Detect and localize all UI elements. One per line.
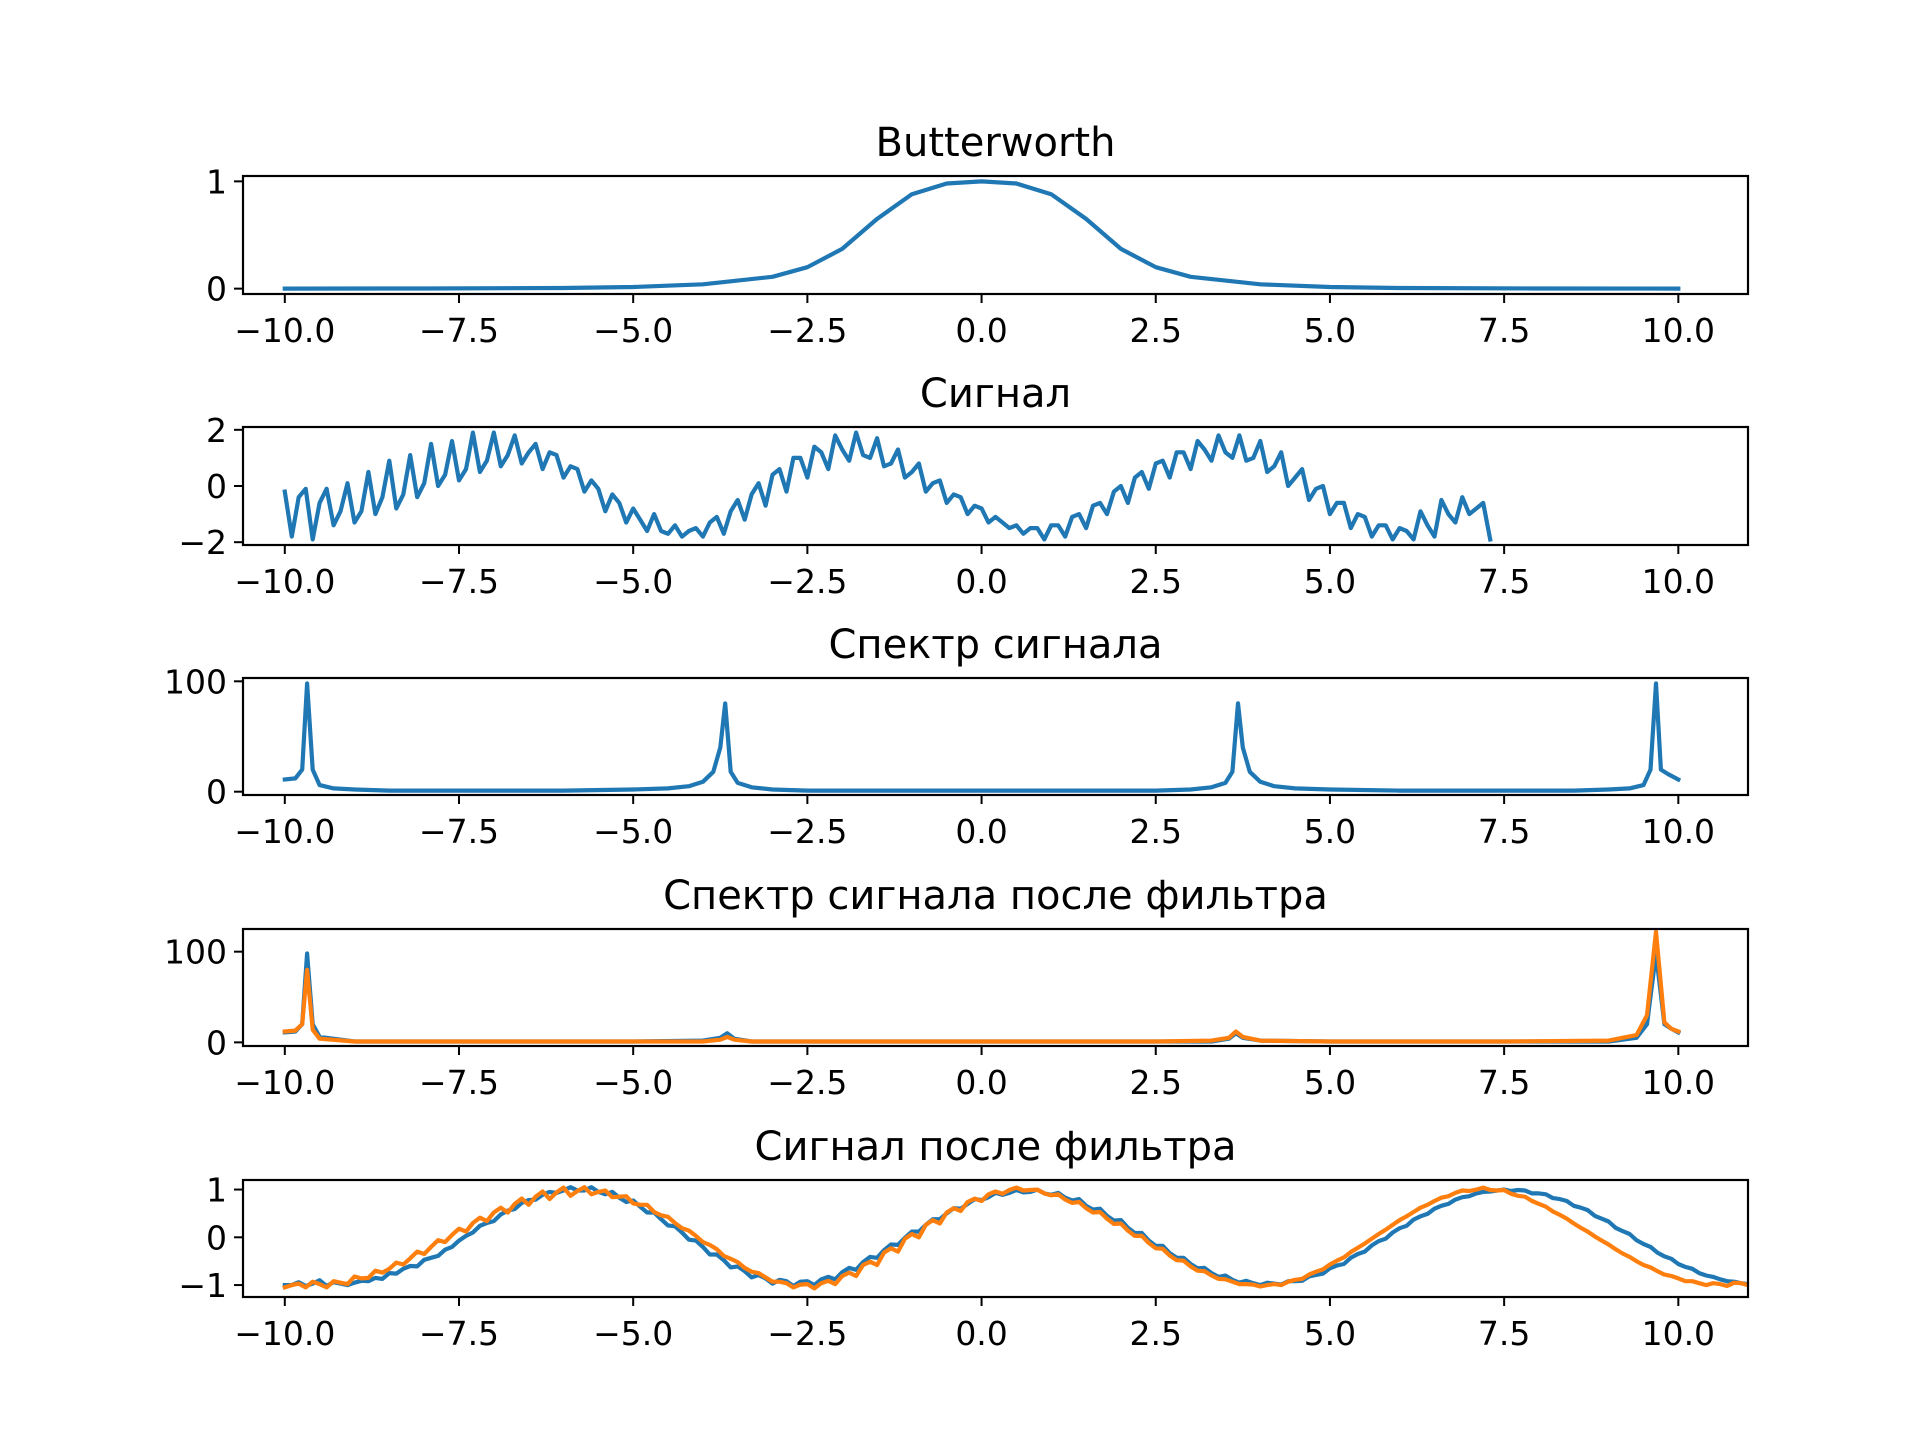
x-tick-label: −7.5 <box>419 562 499 601</box>
x-tick-label: 0.0 <box>955 311 1007 350</box>
x-tick-label: −2.5 <box>767 1063 847 1102</box>
x-tick-label: −5.0 <box>593 311 673 350</box>
series-line-orange <box>282 929 1682 1044</box>
subplot-5: Сигнал после фильтра −10.0 −7.5 −5.0 −2.5 0.0… <box>178 1124 1750 1353</box>
x-tick-label: 7.5 <box>1478 1063 1530 1102</box>
x-tick-label: 7.5 <box>1478 812 1530 851</box>
x-tick-label: 5.0 <box>1304 812 1356 851</box>
x-tick-label: −10.0 <box>234 812 335 851</box>
x-tick-label: −10.0 <box>234 1063 335 1102</box>
x-tick-label: 10.0 <box>1642 1314 1715 1353</box>
series-line-blue <box>282 1185 1748 1289</box>
axes-frame <box>241 676 1750 797</box>
x-tick-label: −10.0 <box>234 1314 335 1353</box>
series-line-orange <box>282 1185 1748 1291</box>
y-tick-label: 100 <box>164 662 227 701</box>
x-tick-label: 2.5 <box>1130 1314 1182 1353</box>
y-tick-label: 2 <box>206 411 227 450</box>
x-tick-label: 0.0 <box>955 562 1007 601</box>
x-tick-label: 2.5 <box>1130 562 1182 601</box>
x-tick-label: 7.5 <box>1478 311 1530 350</box>
series-line-blue <box>282 179 1681 291</box>
x-tick-label: −2.5 <box>767 311 847 350</box>
x-tick-label: 0.0 <box>955 1063 1007 1102</box>
x-tick-label: 7.5 <box>1478 1314 1530 1353</box>
x-tick-label: 2.5 <box>1130 1063 1182 1102</box>
x-tick-label: 10.0 <box>1642 1063 1715 1102</box>
x-tick-label: 5.0 <box>1304 311 1356 350</box>
x-tick-label: 10.0 <box>1642 562 1715 601</box>
subplot-title: Сигнал <box>920 371 1071 417</box>
y-tick-label: −2 <box>178 523 227 562</box>
x-tick-label: −2.5 <box>767 1314 847 1353</box>
series-line-blue <box>282 951 1682 1044</box>
x-tick-label: −2.5 <box>767 562 847 601</box>
x-tick-label: 10.0 <box>1642 812 1715 851</box>
x-tick-label: −7.5 <box>419 1314 499 1353</box>
axes-frame <box>241 1178 1750 1299</box>
x-tick-label: −10.0 <box>234 311 335 350</box>
subplot-1: Butterworth −10.0 −7.5 −5.0 −2.5 0.0 2.5 5.0 7.5… <box>206 120 1750 350</box>
x-tick-label: 7.5 <box>1478 562 1530 601</box>
axes-frame <box>241 927 1750 1048</box>
y-tick-label: 0 <box>206 270 227 309</box>
y-tick-label: 1 <box>206 1171 227 1210</box>
subplot-3: Спектр сигнала −10.0 −7.5 −5.0 −2.5 0.0 2.5 5.0… <box>164 622 1750 851</box>
y-tick-label: 0 <box>206 467 227 506</box>
y-tick-label: 100 <box>164 933 227 972</box>
y-tick-label: 0 <box>206 1023 227 1062</box>
x-tick-label: 0.0 <box>955 1314 1007 1353</box>
subplot-title: Butterworth <box>876 120 1116 166</box>
x-tick-label: 2.5 <box>1130 311 1182 350</box>
series-line-blue <box>282 681 1682 793</box>
axes-frame <box>241 174 1750 296</box>
y-tick-label: 0 <box>206 773 227 812</box>
x-tick-label: −7.5 <box>419 311 499 350</box>
x-tick-label: 0.0 <box>955 812 1007 851</box>
x-tick-label: −5.0 <box>593 812 673 851</box>
y-tick-label: 0 <box>206 1218 227 1257</box>
y-tick-label: −1 <box>178 1266 227 1305</box>
subplot-4: Спектр сигнала после фильтра −10.0 −7.5 −5.… <box>164 873 1750 1102</box>
y-tick-label: 1 <box>206 162 227 201</box>
x-tick-label: −10.0 <box>234 562 335 601</box>
x-tick-label: 5.0 <box>1304 1314 1356 1353</box>
series-line-blue <box>282 430 1493 542</box>
x-tick-label: −2.5 <box>767 812 847 851</box>
x-tick-label: 10.0 <box>1642 311 1715 350</box>
x-tick-label: −5.0 <box>593 1063 673 1102</box>
subplot-title: Спектр сигнала после фильтра <box>663 873 1328 919</box>
x-tick-label: 5.0 <box>1304 562 1356 601</box>
subplot-2: Сигнал −10.0 −7.5 −5.0 −2.5 0.0 2.5 5.0 7.5 10.0 −… <box>178 371 1750 601</box>
subplot-title: Сигнал после фильтра <box>755 1124 1237 1170</box>
x-tick-label: 5.0 <box>1304 1063 1356 1102</box>
x-tick-label: −7.5 <box>419 1063 499 1102</box>
x-tick-label: 2.5 <box>1130 812 1182 851</box>
x-tick-label: −5.0 <box>593 562 673 601</box>
subplot-title: Спектр сигнала <box>828 622 1162 668</box>
x-tick-label: −7.5 <box>419 812 499 851</box>
x-tick-label: −5.0 <box>593 1314 673 1353</box>
